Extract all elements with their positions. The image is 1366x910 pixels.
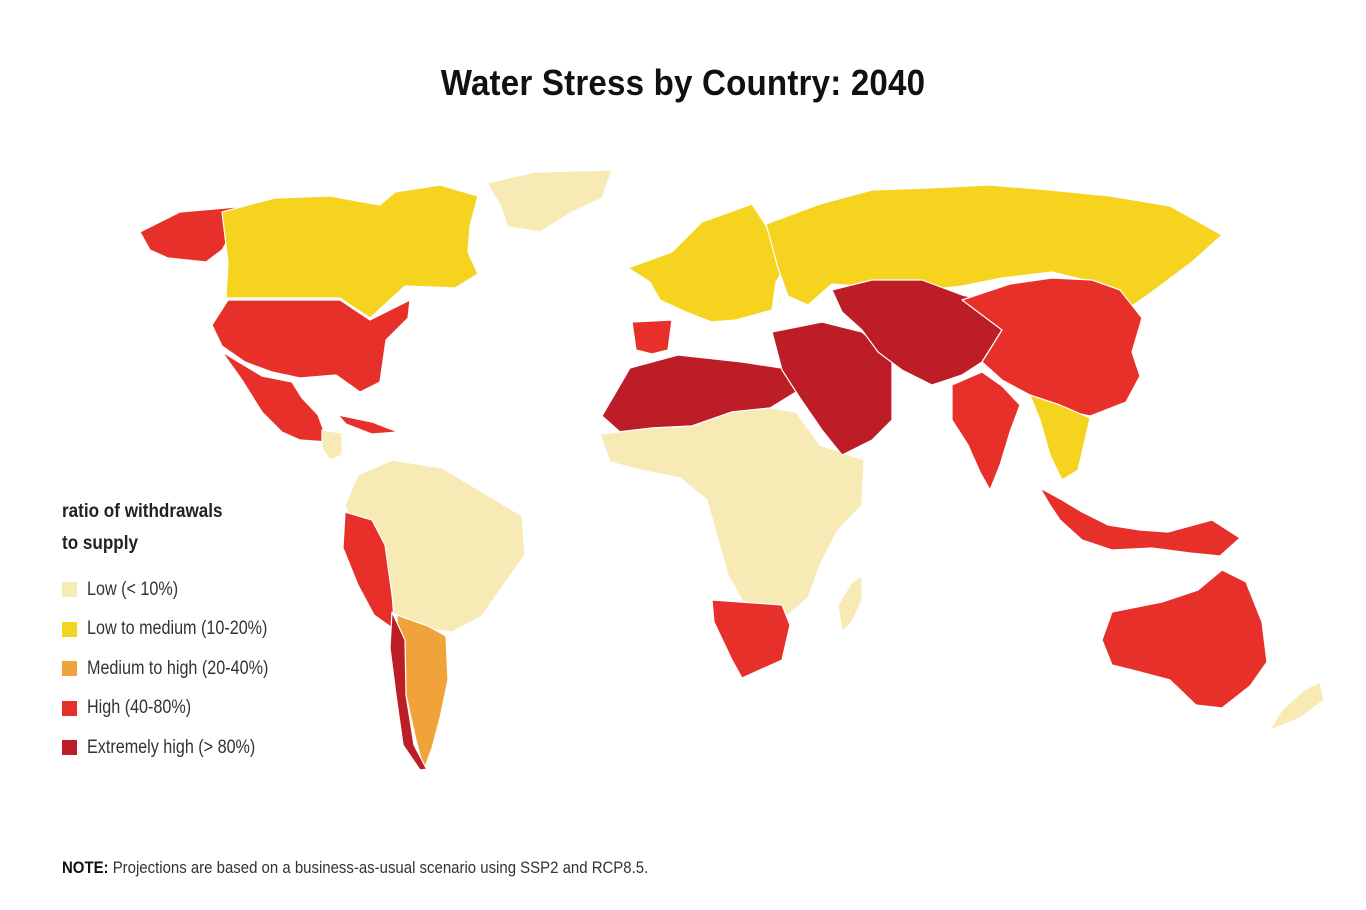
legend-item-high: High (40-80%) — [62, 689, 300, 729]
legend-item-extremely-high: Extremely high (> 80%) — [62, 728, 300, 768]
legend-title: ratio of withdrawals to supply — [62, 496, 276, 560]
region-iberia — [631, 319, 673, 355]
region-madagascar — [837, 575, 863, 633]
legend-label-low-medium: Low to medium (10-20%) — [87, 618, 268, 640]
legend-item-low-medium: Low to medium (10-20%) — [62, 610, 300, 650]
region-australia — [1101, 569, 1268, 709]
footnote-label: NOTE: — [62, 858, 109, 877]
legend: ratio of withdrawals to supply Low (< 10… — [62, 496, 300, 768]
region-canada — [221, 184, 479, 319]
region-russia — [765, 184, 1223, 307]
region-china — [961, 277, 1143, 417]
region-alaska — [139, 205, 249, 263]
legend-swatch-high — [62, 700, 77, 716]
legend-item-low: Low (< 10%) — [62, 570, 300, 610]
region-new-zealand — [1269, 681, 1325, 731]
legend-title-line1: ratio of withdrawals — [62, 501, 223, 522]
region-southeast-asia — [1029, 394, 1091, 481]
legend-title-line2: to supply — [62, 533, 139, 554]
region-sub-saharan-africa — [599, 407, 865, 621]
region-south-africa — [711, 599, 791, 679]
region-chile — [389, 611, 439, 771]
region-indonesia — [1039, 487, 1241, 557]
legend-swatch-low — [62, 582, 77, 598]
legend-label-medium-high: Medium to high (20-40%) — [87, 657, 269, 679]
region-greenland — [486, 169, 613, 233]
region-western-europe — [627, 203, 791, 323]
legend-label-low: Low (< 10%) — [87, 578, 179, 600]
legend-label-extremely-high: Extremely high (> 80%) — [87, 736, 256, 758]
region-central-america — [321, 429, 343, 461]
region-india — [951, 371, 1021, 491]
footnote-text: Projections are based on a business-as-u… — [108, 858, 649, 877]
legend-items: Low (< 10%) Low to medium (10-20%) Mediu… — [62, 570, 300, 768]
region-united-states — [211, 299, 411, 393]
legend-swatch-low-medium — [62, 621, 77, 637]
region-middle-east — [771, 321, 893, 456]
region-caribbean — [337, 414, 399, 435]
legend-swatch-medium-high — [62, 661, 77, 677]
legend-item-medium-high: Medium to high (20-40%) — [62, 649, 300, 689]
legend-swatch-extremely-high — [62, 740, 77, 756]
region-central-asia — [831, 279, 1003, 386]
footnote: NOTE: Projections are based on a busines… — [62, 858, 648, 878]
map-title: Water Stress by Country: 2040 — [440, 62, 926, 103]
legend-label-high: High (40-80%) — [87, 697, 192, 719]
